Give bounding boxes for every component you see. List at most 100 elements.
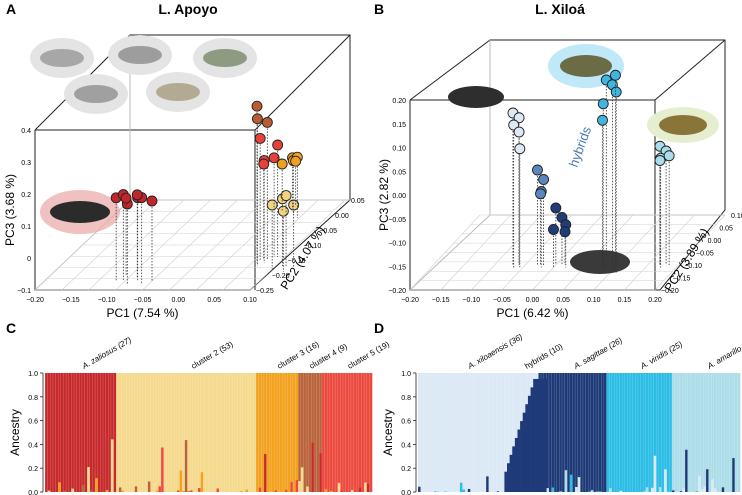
ancestry-bar-admixed [685,449,688,492]
ancestry-bar [358,373,362,492]
ancestry-bar-admixed [425,490,429,492]
z-tick-label: 0.3 [21,160,31,167]
y-axis-label: Ancestry [8,409,22,456]
ancestry-bar [577,373,581,492]
ancestry-bar-admixed [200,472,204,492]
ancestry-bar [192,373,196,492]
ancestry-bar [737,373,741,492]
y-axis-label: PC2 (3.89 %) [662,226,712,295]
ancestry-bar [187,373,191,492]
ancestry-bar-admixed [71,488,75,492]
y-tick-label: 0.05 [719,226,733,233]
ancestry-bar-admixed [295,480,299,492]
data-point [654,155,666,166]
x-axis-label: PC1 (7.54 %) [106,306,178,320]
ancestry-bar-admixed [480,484,484,492]
x-tick-label: −0.05 [134,297,152,304]
ancestry-bar-admixed [682,488,686,492]
ancestry-bar-admixed [643,491,647,492]
data-point [538,174,550,185]
group-label: A. sagittae (26) [571,336,624,372]
fish-photos-xiloa [448,44,719,274]
grid-line [222,199,319,291]
ancestry-bar [240,373,244,492]
ancestry-bar [467,373,471,492]
y-tick-label: −0.10 [684,263,702,270]
ancestry-bar [685,373,688,492]
ancestry-bar [449,373,453,492]
grid-line [169,199,265,291]
ancestry-bar-admixed [245,489,249,492]
ancestry-bar-admixed [713,488,717,492]
ancestry-bar [598,373,602,492]
grid-line [624,214,695,291]
ancestry-bar [603,373,607,492]
ancestry-bar [601,373,605,492]
y-tick-label: 1.0 [28,371,38,378]
ancestry-bar [50,373,54,492]
ancestry-bar-admixed [329,490,333,492]
grid-line [249,199,346,291]
pca-points-apoyo [110,100,303,284]
ancestry-bar [653,373,657,492]
z-tick-label: 0.20 [392,98,406,105]
z-tick-label: 0.05 [392,169,406,176]
ancestry-bar [640,373,644,492]
ancestry-bar [116,373,120,492]
admixture-plot-xiloa: 1.0 0.8 0.6 0.4 0.2 0.0 Ancestry A. xiloaensis … [381,332,742,495]
ancestry-bar [295,373,299,492]
ancestry-bar [224,373,228,492]
ancestry-bar-admixed [700,489,704,492]
ancestry-bar [300,373,304,492]
y-tick-label: −0.05 [319,228,337,235]
ancestry-bar-admixed [358,487,362,492]
data-point [290,155,302,167]
ancestry-bar [74,373,77,492]
data-point [550,202,562,214]
ancestry-bar [219,373,222,492]
ancestry-bar [350,373,354,492]
ancestry-bar-admixed [240,491,244,492]
ancestry-bar-admixed [546,488,550,492]
ancestry-bar [438,373,442,492]
ancestry-bar-admixed [110,439,114,492]
ancestry-bar [95,373,99,492]
z-tick-label: 0.00 [392,193,406,200]
hybrids-annotation: hybrids [566,124,595,169]
x-tick-label: −0.05 [493,297,511,304]
ancestry-bar [564,373,568,492]
ancestry-bar [593,373,597,492]
ancestry-bar-admixed [705,469,709,492]
series-a-viridis [597,69,622,273]
ancestry-bar [292,373,296,492]
y-tick-label: −0.20 [661,288,679,295]
z-tick-label: 0.2 [21,192,31,199]
panel-title-b: L. Xiloá [535,1,585,17]
ancestry-bar [452,373,455,492]
ancestry-bar [444,373,448,492]
z-tick-label: −0.05 [388,217,406,224]
ancestry-bar [166,373,170,492]
ancestry-bar [340,373,344,492]
ancestry-bar [203,373,207,492]
ancestry-bar-admixed [284,489,288,492]
x-tick-label: 0.00 [172,297,186,304]
ancestry-bar [197,373,201,492]
y-tick-label: −0.10 [304,243,322,250]
ancestry-bar [279,373,283,492]
ancestry-bar-admixed [671,490,675,492]
ancestry-bar [248,373,251,492]
ancestry-bar [153,373,157,492]
ancestry-bar [84,373,88,492]
ancestry-bar [499,373,503,492]
ancestry-bar [245,373,249,492]
ancestry-bar [514,373,518,492]
ancestry-bar-admixed [564,470,568,492]
x-tick-label: 0.10 [243,297,257,304]
ancestry-bar-admixed [190,490,193,492]
x-tick-label: 0.10 [587,297,601,304]
y-tick-label: 1.0 [401,371,411,378]
ancestry-bar [716,373,720,492]
ancestry-bar [139,373,143,492]
